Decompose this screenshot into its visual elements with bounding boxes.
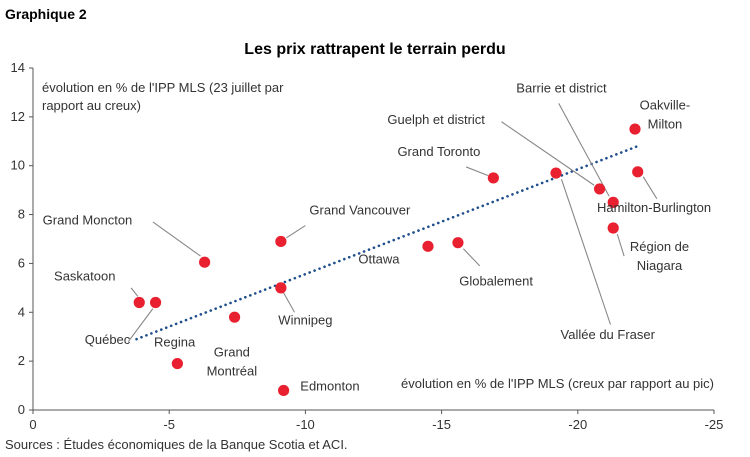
data-point (607, 196, 619, 208)
leader-line (152, 221, 201, 257)
leader-line (558, 103, 610, 197)
data-point (278, 384, 290, 397)
point-label: Regina (154, 334, 196, 349)
y-axis-note-line: évolution en % de l'IPP MLS (23 juillet … (42, 80, 284, 95)
data-point (452, 237, 464, 249)
data-point (149, 296, 162, 309)
point-label-line: Région de (630, 239, 689, 254)
x-tick-label: -5 (163, 417, 175, 432)
point-label: Québec (85, 332, 131, 347)
leader-line (616, 233, 625, 257)
data-point (550, 167, 562, 179)
point-labels: Saskatoon Québec Regina Grand Moncton Grand M… (43, 80, 711, 393)
y-tick-label: 6 (18, 255, 25, 270)
point-label-line: Grand Toronto (397, 144, 480, 159)
point-label-line: Globalement (459, 273, 533, 288)
y-tick-label: 8 (18, 207, 25, 222)
data-point (632, 166, 644, 178)
point-label: Région de Niagara (630, 239, 689, 273)
x-tick-label: -25 (705, 417, 724, 432)
y-tick-label: 2 (18, 353, 25, 368)
point-label: Grand Toronto (397, 144, 480, 159)
leader-lines (127, 103, 658, 342)
axis-notes: évolution en % de l'IPP MLS (23 juillet … (42, 80, 714, 391)
leader-line (642, 176, 658, 199)
point-label: Edmonton (300, 378, 359, 393)
point-label-line: Grand (214, 344, 250, 359)
data-point (171, 357, 183, 370)
point-label: Globalement (459, 273, 533, 288)
point-label-line: Milton (648, 117, 683, 132)
trendline (135, 144, 640, 341)
point-label-line: Barrie et district (516, 80, 607, 95)
leader-line (127, 308, 154, 342)
point-label-line: Winnipeg (278, 313, 332, 328)
leader-line (465, 166, 489, 176)
figure-label: Graphique 2 (5, 6, 87, 22)
point-label-line: Ottawa (358, 251, 400, 266)
point-label: Hamilton-Burlington (597, 200, 711, 215)
leader-line (286, 225, 306, 239)
point-label-line: Montréal (207, 363, 258, 378)
leader-line (560, 178, 612, 325)
axes: 0 2 4 6 8 10 12 14 0 -5 -10 -15 -20 -25 (11, 60, 724, 432)
y-tick-label: 0 (18, 402, 25, 417)
chart-title: Les prix rattrapent le terrain perdu (244, 41, 506, 58)
data-point (133, 296, 145, 309)
x-tick-label: -20 (568, 417, 587, 432)
point-label-line: Niagara (637, 258, 683, 273)
y-axis-note-line: rapport au creux) (42, 98, 141, 113)
y-axis-note: évolution en % de l'IPP MLS (23 juillet … (42, 80, 284, 113)
leader-line (283, 292, 295, 313)
leader-line (501, 121, 595, 186)
point-label-line: Grand Moncton (43, 212, 133, 227)
point-label-line: Saskatoon (54, 269, 115, 284)
trendline-group (135, 144, 640, 341)
point-label-line: Guelph et district (387, 112, 485, 127)
point-label-line: Oakville- (640, 98, 691, 113)
point-label: Vallée du Fraser (561, 327, 656, 342)
point-label: Winnipeg (278, 313, 332, 328)
data-point (199, 256, 211, 268)
point-label: Oakville- Milton (640, 98, 691, 132)
point-label: Ottawa (358, 251, 400, 266)
x-tick-label: -10 (296, 417, 315, 432)
point-label: Guelph et district (387, 112, 485, 127)
data-points (133, 123, 644, 397)
x-tick-label: 0 (29, 417, 36, 432)
point-label: Grand Montréal (207, 344, 258, 378)
data-point (629, 123, 641, 135)
data-point (275, 282, 287, 294)
source-note: Sources : Études économiques de la Banqu… (5, 437, 348, 452)
y-tick-label: 10 (11, 158, 25, 173)
data-point (228, 311, 241, 323)
point-label-line: Regina (154, 334, 196, 349)
data-point (607, 222, 619, 234)
point-label-line: Hamilton-Burlington (597, 200, 711, 215)
data-point (422, 240, 434, 252)
data-point (593, 183, 606, 195)
point-label-line: Québec (85, 332, 131, 347)
point-label: Grand Vancouver (309, 203, 411, 218)
data-point (487, 172, 499, 184)
point-label: Barrie et district (516, 80, 607, 95)
data-point (275, 235, 287, 248)
y-tick-label: 4 (18, 304, 25, 319)
point-label: Saskatoon (54, 269, 115, 284)
x-axis-note: évolution en % de l'IPP MLS (creux par r… (401, 376, 714, 391)
point-label-line: Edmonton (300, 378, 359, 393)
leader-line (462, 248, 481, 267)
point-label: Grand Moncton (43, 212, 133, 227)
point-label-line: Vallée du Fraser (561, 327, 656, 342)
x-tick-label: -15 (432, 417, 451, 432)
point-label-line: Grand Vancouver (309, 203, 411, 218)
y-tick-label: 12 (11, 109, 25, 124)
y-tick-label: 14 (11, 60, 25, 75)
leader-line (130, 287, 139, 297)
